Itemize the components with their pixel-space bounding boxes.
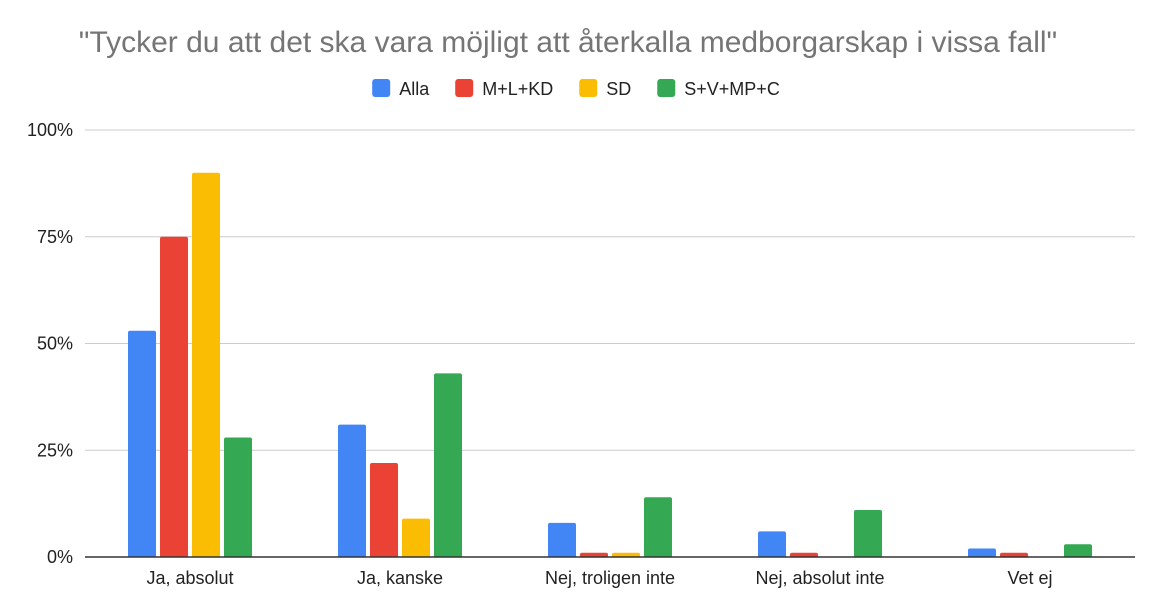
y-tick-label: 75%: [37, 227, 73, 247]
bar: [434, 373, 462, 557]
legend-label: Alla: [399, 79, 430, 99]
x-tick-label: Ja, absolut: [146, 568, 233, 588]
bar: [612, 552, 640, 557]
bar: [1000, 552, 1028, 557]
legend-label: S+V+MP+C: [684, 79, 780, 99]
legend-item: Alla: [372, 79, 430, 99]
legend: Alla M+L+KD SD S+V+MP+C: [372, 79, 780, 99]
bar: [128, 330, 156, 557]
legend-item: SD: [579, 79, 631, 99]
gridlines: [85, 129, 1135, 451]
legend-swatch: [455, 79, 474, 97]
bar: [790, 552, 818, 557]
bar: [580, 552, 608, 557]
x-tick-label: Nej, absolut inte: [755, 568, 884, 588]
bar: [548, 522, 576, 557]
x-axis: Ja, absolut Ja, kanske Nej, troligen inte N…: [146, 568, 1052, 588]
bar: [1064, 544, 1092, 557]
legend-item: M+L+KD: [455, 79, 553, 99]
legend-swatch: [372, 79, 391, 97]
bar: [644, 497, 672, 557]
legend-label: SD: [606, 79, 631, 99]
y-tick-label: 0%: [47, 547, 73, 567]
bar: [758, 531, 786, 557]
bars: [128, 172, 1092, 557]
legend-swatch: [657, 79, 676, 97]
y-tick-label: 100%: [27, 120, 73, 140]
x-tick-label: Ja, kanske: [357, 568, 443, 588]
y-tick-label: 50%: [37, 334, 73, 354]
y-axis: 0% 25% 50% 75% 100%: [27, 120, 73, 567]
bar: [968, 548, 996, 557]
legend-item: S+V+MP+C: [657, 79, 780, 99]
y-tick-label: 25%: [37, 440, 73, 460]
bar: [224, 437, 252, 557]
bar: [192, 172, 220, 557]
legend-swatch: [579, 79, 598, 97]
bar: [402, 518, 430, 557]
x-tick-label: Vet ej: [1007, 568, 1052, 588]
chart-title: "Tycker du att det ska vara möjligt att …: [79, 26, 1057, 59]
x-tick-label: Nej, troligen inte: [545, 568, 675, 588]
bar: [338, 424, 366, 557]
legend-label: M+L+KD: [482, 79, 553, 99]
bar: [160, 236, 188, 557]
bar: [370, 463, 398, 557]
bar: [854, 510, 882, 557]
